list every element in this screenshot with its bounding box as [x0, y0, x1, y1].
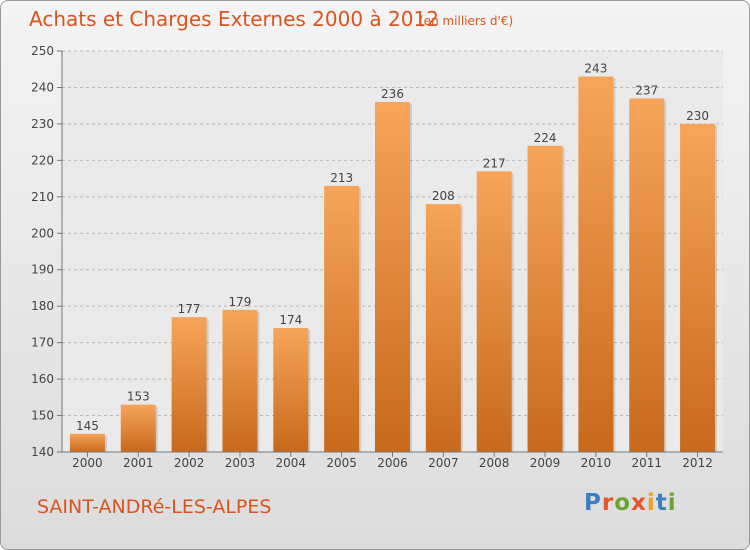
data-label: 208 — [432, 189, 455, 203]
y-tick-label: 220 — [31, 153, 54, 167]
x-tick-label: 2008 — [479, 456, 510, 470]
y-tick-label: 140 — [31, 445, 54, 459]
x-tick-label: 2009 — [530, 456, 561, 470]
y-tick-label: 230 — [31, 117, 54, 131]
x-tick-label: 2010 — [581, 456, 612, 470]
bar-2004 — [273, 328, 309, 452]
x-tick-label: 2003 — [225, 456, 256, 470]
data-label: 145 — [76, 419, 99, 433]
chart-title: Achats et Charges Externes 2000 à 2012 — [29, 7, 439, 31]
data-label: 213 — [330, 171, 353, 185]
bar-2002 — [171, 317, 207, 452]
x-tick-label: 2011 — [631, 456, 662, 470]
bar-2006 — [375, 102, 410, 452]
data-label: 217 — [483, 156, 506, 170]
data-label: 237 — [635, 83, 658, 97]
y-tick-label: 170 — [31, 336, 54, 350]
x-tick-label: 2012 — [682, 456, 713, 470]
bar-2003 — [222, 309, 258, 452]
data-label: 174 — [279, 313, 302, 327]
bar-2010 — [578, 76, 614, 452]
axes: 140 150 160 170 180 190 200 210 220 230 240 250 2000… — [31, 44, 723, 470]
y-tick-label: 150 — [31, 409, 54, 423]
y-tick-label: 250 — [31, 44, 54, 58]
logo-letter: r — [601, 490, 615, 516]
y-tick-label: 210 — [31, 190, 54, 204]
y-tick-label: 240 — [31, 80, 54, 94]
data-label: 177 — [178, 302, 201, 316]
y-tick-label: 180 — [31, 299, 54, 313]
data-label: 179 — [229, 295, 252, 309]
x-tick-label: 2007 — [428, 456, 459, 470]
bar-2001 — [120, 404, 156, 452]
x-tick-label: 2004 — [276, 456, 307, 470]
data-label: 236 — [381, 87, 404, 101]
bars: 145 153 177 179 174 213 236 208 217 224 243 237 230 — [69, 62, 718, 453]
data-label: 230 — [686, 109, 709, 123]
x-tick-label: 2000 — [72, 456, 103, 470]
data-label: 243 — [584, 62, 607, 76]
bar-2011 — [629, 98, 665, 453]
logo-letter: i — [646, 490, 656, 516]
y-tick-label: 200 — [31, 226, 54, 240]
x-tick-label: 2002 — [174, 456, 205, 470]
y-tick-label: 160 — [31, 372, 54, 386]
proxiti-logo[interactable]: Proxiti — [584, 490, 677, 516]
bar-2000 — [69, 433, 105, 452]
y-tick-label: 190 — [31, 263, 54, 277]
chart-subtitle: (en milliers d'€) — [419, 14, 514, 28]
x-tick-label: 2006 — [377, 456, 408, 470]
logo-letter: i — [667, 490, 677, 516]
bar-2008 — [476, 171, 512, 453]
bar-2005 — [324, 185, 360, 452]
logo-letter: x — [631, 490, 647, 516]
x-tick-label: 2005 — [326, 456, 357, 470]
x-tick-label: 2001 — [123, 456, 154, 470]
logo-letter: P — [584, 490, 602, 516]
data-label: 224 — [534, 131, 557, 145]
bar-2012 — [680, 123, 716, 452]
logo-letter: o — [614, 490, 632, 516]
bar-2007 — [425, 204, 461, 452]
bar-2009 — [527, 145, 563, 453]
data-label: 153 — [127, 390, 150, 404]
logo-letter: t — [655, 490, 668, 516]
place-name: SAINT-ANDRé-LES-ALPES — [37, 496, 272, 518]
